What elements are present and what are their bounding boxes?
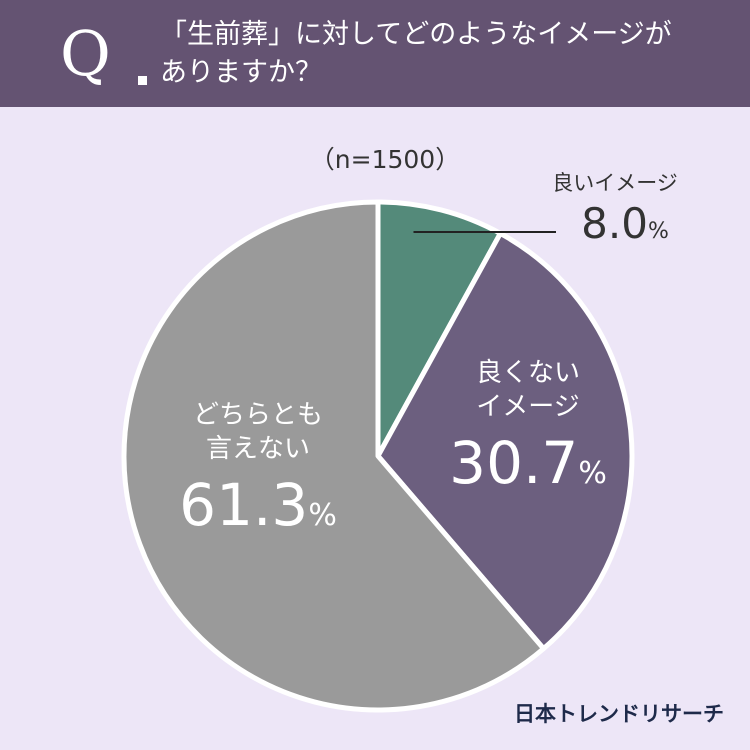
slice-name-neutral-2: 言えない: [205, 434, 310, 464]
slice-value-neutral: 61.3%: [179, 471, 337, 539]
slice-value-bad: 30.7%: [449, 429, 607, 497]
sample-size-label: （n=1500）: [309, 145, 461, 174]
slice-name-good: 良いイメージ: [552, 171, 678, 195]
pie-slice-bad: [375, 230, 635, 652]
question-line-2: ありますか？: [160, 57, 322, 88]
pie-chart: [121, 199, 635, 713]
slice-value-good: 8.0%: [581, 199, 669, 248]
question-text: 「生前葬」に対してどのようなイメージが ありますか？: [160, 16, 730, 92]
pie-slice-neutral: [121, 199, 547, 713]
slice-name-neutral-1: どちらとも: [192, 400, 323, 430]
question-header: Q 「生前葬」に対してどのようなイメージが ありますか？: [0, 0, 750, 107]
slice-name-bad-1: 良くない: [475, 358, 580, 388]
question-line-1: 「生前葬」に対してどのようなイメージが: [160, 19, 672, 50]
q-mark: Q: [60, 17, 111, 90]
slice-label-neutral: どちらとも 言えない 61.3%: [168, 398, 348, 551]
slice-label-good: 良いイメージ 8.0%: [520, 168, 710, 258]
slice-label-bad: 良くない イメージ 30.7%: [438, 356, 618, 509]
slice-name-bad-2: イメージ: [476, 392, 580, 422]
brand-logo: 日本トレンドリサーチ: [514, 702, 724, 726]
q-dot: [138, 76, 147, 85]
